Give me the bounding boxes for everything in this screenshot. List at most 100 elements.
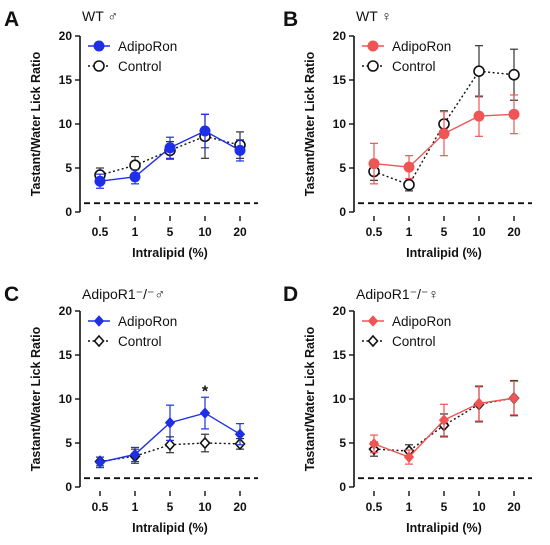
y-tick-label: 5 (339, 436, 346, 450)
y-tick-label: 20 (59, 304, 73, 318)
legend-marker (367, 315, 379, 327)
y-axis-label: Tastant/Water Lick Ratio (303, 51, 317, 196)
data-point (234, 428, 246, 440)
x-axis-label: Intralipid (%) (132, 246, 208, 260)
data-point (94, 175, 106, 187)
chart-title: WT ♂ (82, 8, 118, 24)
data-point (94, 456, 106, 469)
legend-label: AdipoRon (118, 314, 177, 329)
data-point (234, 144, 246, 156)
y-tick-label: 10 (59, 117, 73, 131)
data-point (438, 128, 450, 140)
panel-letter: A (4, 8, 19, 31)
panel-letter: D (283, 283, 298, 306)
x-tick-label: 10 (472, 500, 486, 514)
legend-item-control: Control (362, 334, 436, 349)
y-tick-label: 20 (333, 304, 347, 318)
data-point (129, 159, 141, 172)
y-tick-label: 5 (339, 161, 346, 175)
x-tick-label: 0.5 (366, 500, 383, 514)
data-point (129, 171, 141, 183)
legend-item-control: Control (362, 59, 436, 74)
x-tick-label: 20 (507, 500, 521, 514)
legend: AdipoRon Control (362, 39, 451, 74)
data-point (508, 108, 520, 120)
series-adiporon (94, 113, 246, 189)
legend-marker (367, 334, 379, 348)
series-adiporon (368, 94, 520, 185)
legend-label: Control (392, 334, 436, 349)
series-adiporon (94, 396, 246, 469)
legend-item-control: Control (88, 59, 162, 74)
data-point (403, 178, 415, 191)
data-point (368, 158, 380, 170)
y-axis-label: Tastant/Water Lick Ratio (303, 326, 317, 471)
chart-title: AdipoR1⁻/⁻♀ (356, 286, 439, 302)
x-tick-label: 1 (132, 500, 139, 514)
panel-letter: B (283, 8, 298, 31)
y-tick-label: 5 (65, 161, 72, 175)
y-tick-label: 20 (333, 29, 347, 43)
data-point (199, 407, 211, 419)
data-point (199, 436, 211, 450)
legend-item-control: Control (88, 334, 162, 349)
x-tick-label: 0.5 (366, 225, 383, 239)
y-tick-label: 0 (65, 205, 72, 219)
legend-marker (367, 60, 379, 72)
data-point (508, 392, 520, 404)
data-point (473, 65, 485, 77)
legend: AdipoRon Control (362, 314, 451, 349)
y-axis-label: Tastant/Water Lick Ratio (29, 326, 43, 471)
y-tick-label: 5 (65, 436, 72, 450)
legend-label: Control (118, 334, 162, 349)
y-tick-label: 15 (59, 348, 73, 362)
x-tick-label: 0.5 (92, 225, 109, 239)
data-point (508, 68, 520, 81)
legend-marker (93, 334, 105, 348)
panel-letter: C (4, 283, 19, 306)
data-point (164, 417, 176, 429)
legend-item-adiporon: AdipoRon (362, 39, 451, 54)
series-adiporon (368, 380, 520, 465)
x-tick-label: 20 (233, 225, 247, 239)
y-tick-label: 15 (333, 73, 347, 87)
legend-item-adiporon: AdipoRon (88, 39, 177, 54)
y-tick-label: 10 (59, 392, 73, 406)
legend-item-adiporon: AdipoRon (362, 314, 451, 329)
legend-item-adiporon: AdipoRon (88, 314, 177, 329)
data-point (164, 438, 176, 451)
legend-marker (93, 315, 105, 327)
legend-marker (93, 40, 105, 52)
legend-label: AdipoRon (392, 39, 451, 54)
chart-title: AdipoR1⁻/⁻♂ (82, 286, 165, 302)
y-tick-label: 0 (65, 480, 72, 494)
data-point (473, 397, 485, 410)
data-point (164, 142, 176, 154)
legend-label: Control (118, 59, 162, 74)
x-tick-label: 1 (406, 500, 413, 514)
data-point (403, 161, 415, 173)
y-axis-label: Tastant/Water Lick Ratio (29, 51, 43, 196)
legend: AdipoRon Control (88, 314, 177, 349)
x-tick-label: 10 (198, 225, 212, 239)
x-tick-label: 1 (132, 225, 139, 239)
x-tick-label: 20 (233, 500, 247, 514)
x-tick-label: 5 (167, 500, 174, 514)
y-tick-label: 10 (333, 392, 347, 406)
x-tick-label: 5 (441, 500, 448, 514)
legend-label: AdipoRon (392, 314, 451, 329)
legend-label: Control (392, 59, 436, 74)
data-point (368, 438, 380, 450)
x-tick-label: 10 (472, 225, 486, 239)
y-tick-label: 0 (339, 480, 346, 494)
x-axis-label: Intralipid (%) (406, 521, 482, 535)
x-tick-label: 5 (441, 225, 448, 239)
data-point (438, 414, 450, 426)
x-tick-label: 10 (198, 500, 212, 514)
legend: AdipoRon Control (88, 39, 177, 74)
y-tick-label: 15 (333, 348, 347, 362)
